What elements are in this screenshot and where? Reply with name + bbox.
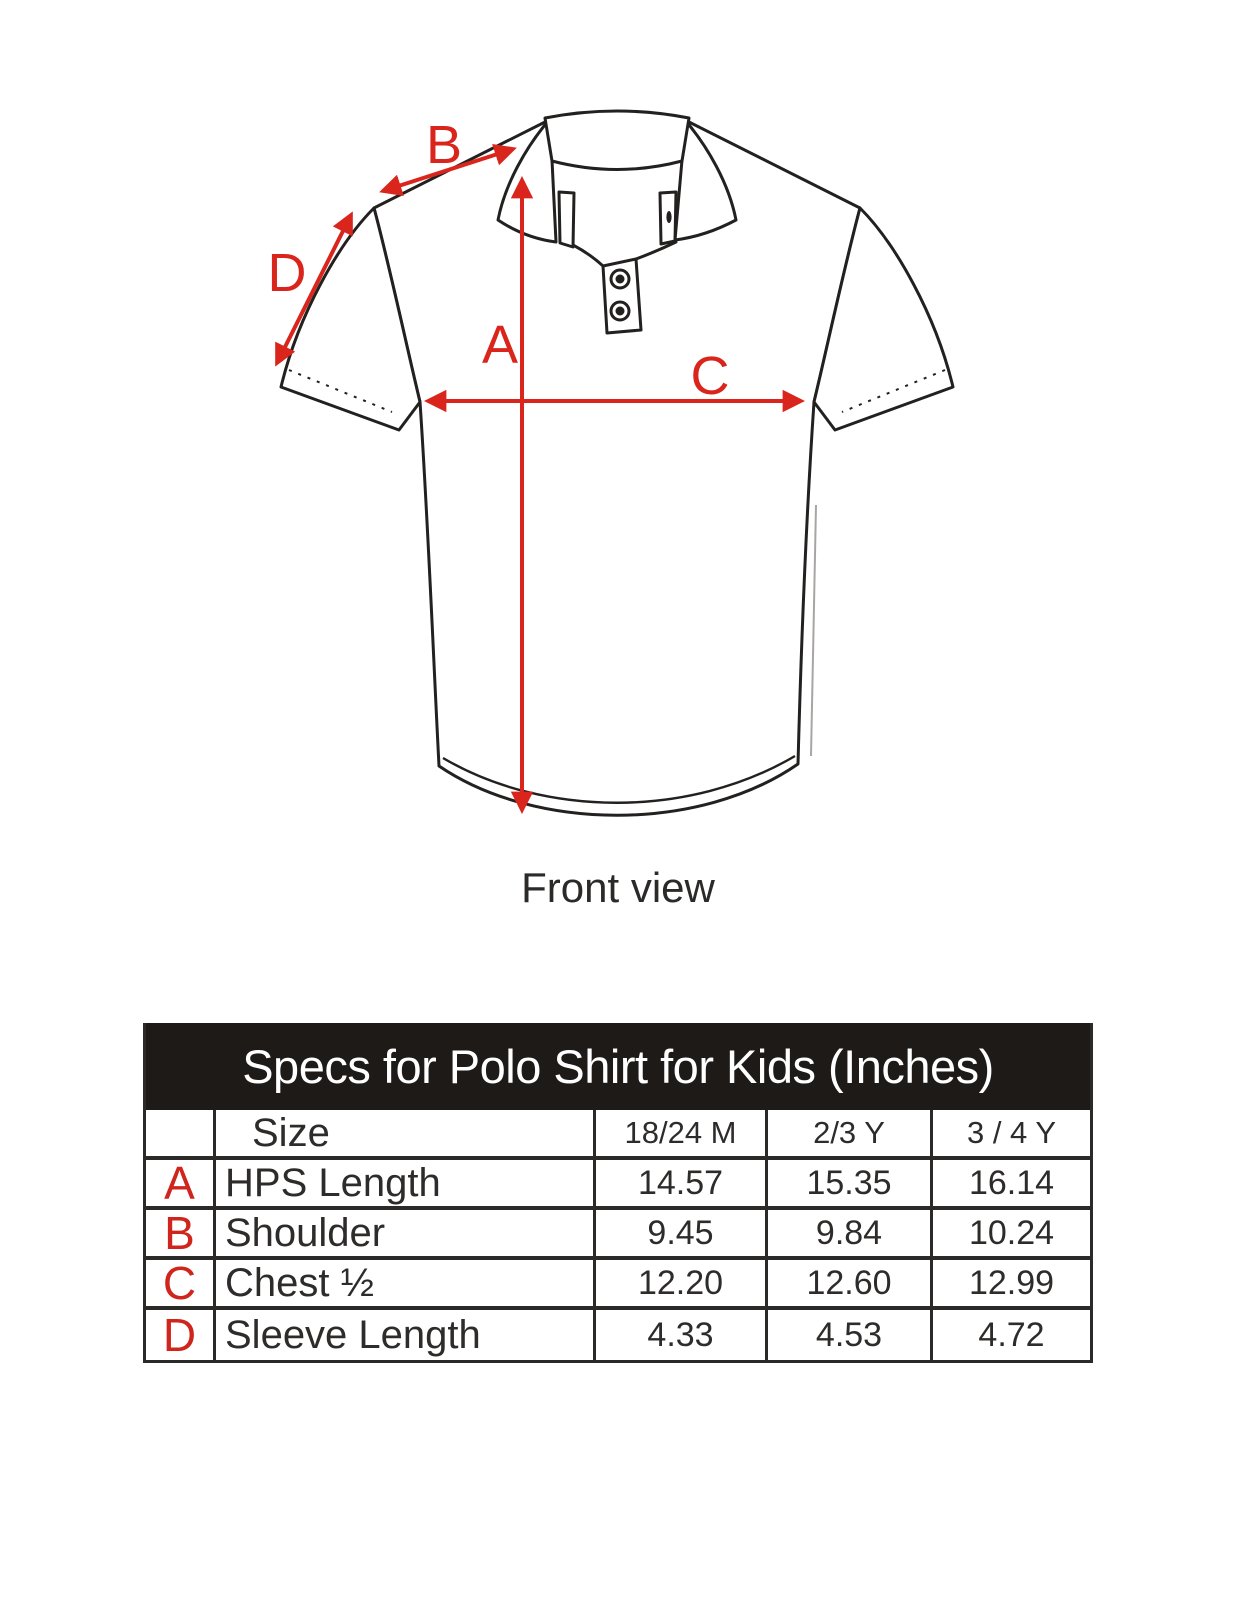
spec-value: 12.60 [768, 1260, 933, 1310]
collar-stand-left [557, 190, 576, 249]
right-cuff-stitch [841, 369, 946, 413]
shirt-body [372, 118, 862, 817]
spec-value: 12.20 [596, 1260, 768, 1310]
spec-letter-cell [146, 1110, 216, 1160]
diagram-caption: Front view [521, 864, 715, 911]
spec-value: 9.45 [596, 1210, 768, 1260]
spec-value: 10.24 [933, 1210, 1090, 1260]
placket-button-center [615, 306, 625, 316]
spec-row-letter: B [146, 1210, 216, 1260]
placket-buttons [609, 268, 631, 322]
spec-table: Specs for Polo Shirt for Kids (Inches) S… [143, 1023, 1093, 1363]
measurement-label-c: C [691, 346, 730, 406]
polo-shirt-svg: A B C D Front view [268, 109, 955, 911]
collar-wing-right [673, 118, 738, 242]
spec-row-letter: D [146, 1310, 216, 1360]
spec-row-label: Sleeve Length [216, 1310, 596, 1360]
spec-value: 16.14 [933, 1160, 1090, 1210]
right-sleeve [812, 206, 955, 432]
spec-value: 12.99 [933, 1260, 1090, 1310]
measurement-arrow-d [275, 211, 353, 367]
left-cuff-stitch [288, 369, 393, 413]
hem-stitch [442, 754, 796, 804]
spec-size-col-2: 2/3 Y [768, 1110, 933, 1160]
measurement-label-a: A [482, 315, 518, 375]
collar-buttonhole [666, 211, 672, 223]
measurement-label-b: B [426, 115, 462, 175]
polo-shirt-diagram: A B C D Front view [268, 109, 955, 911]
spec-value: 15.35 [768, 1160, 933, 1210]
spec-row-letter: A [146, 1160, 216, 1210]
measurement-arrow-b [379, 143, 517, 197]
spec-size-col-3: 3 / 4 Y [933, 1110, 1090, 1160]
spec-table-title: Specs for Polo Shirt for Kids (Inches) [146, 1023, 1090, 1110]
spec-row-label: Chest ½ [216, 1260, 596, 1310]
placket-button-center [615, 274, 625, 284]
spec-value: 14.57 [596, 1160, 768, 1210]
spec-row-letter: C [146, 1260, 216, 1310]
neckline-right [634, 240, 678, 261]
spec-table-grid: Size 18/24 M 2/3 Y 3 / 4 Y A HPS Length … [146, 1110, 1090, 1360]
spec-row-label: Shoulder [216, 1210, 596, 1260]
spec-size-label: Size [216, 1110, 596, 1160]
spec-value: 4.53 [768, 1310, 933, 1360]
spec-row-label: HPS Length [216, 1160, 596, 1210]
side-fold-line [810, 504, 817, 757]
measurement-label-d: D [268, 243, 307, 303]
spec-value: 4.33 [596, 1310, 768, 1360]
spec-value: 4.72 [978, 1315, 1045, 1354]
neckline-left [571, 243, 605, 268]
spec-size-col-1: 18/24 M [596, 1110, 768, 1160]
collar-band [543, 109, 691, 171]
spec-value: 9.84 [768, 1210, 933, 1260]
